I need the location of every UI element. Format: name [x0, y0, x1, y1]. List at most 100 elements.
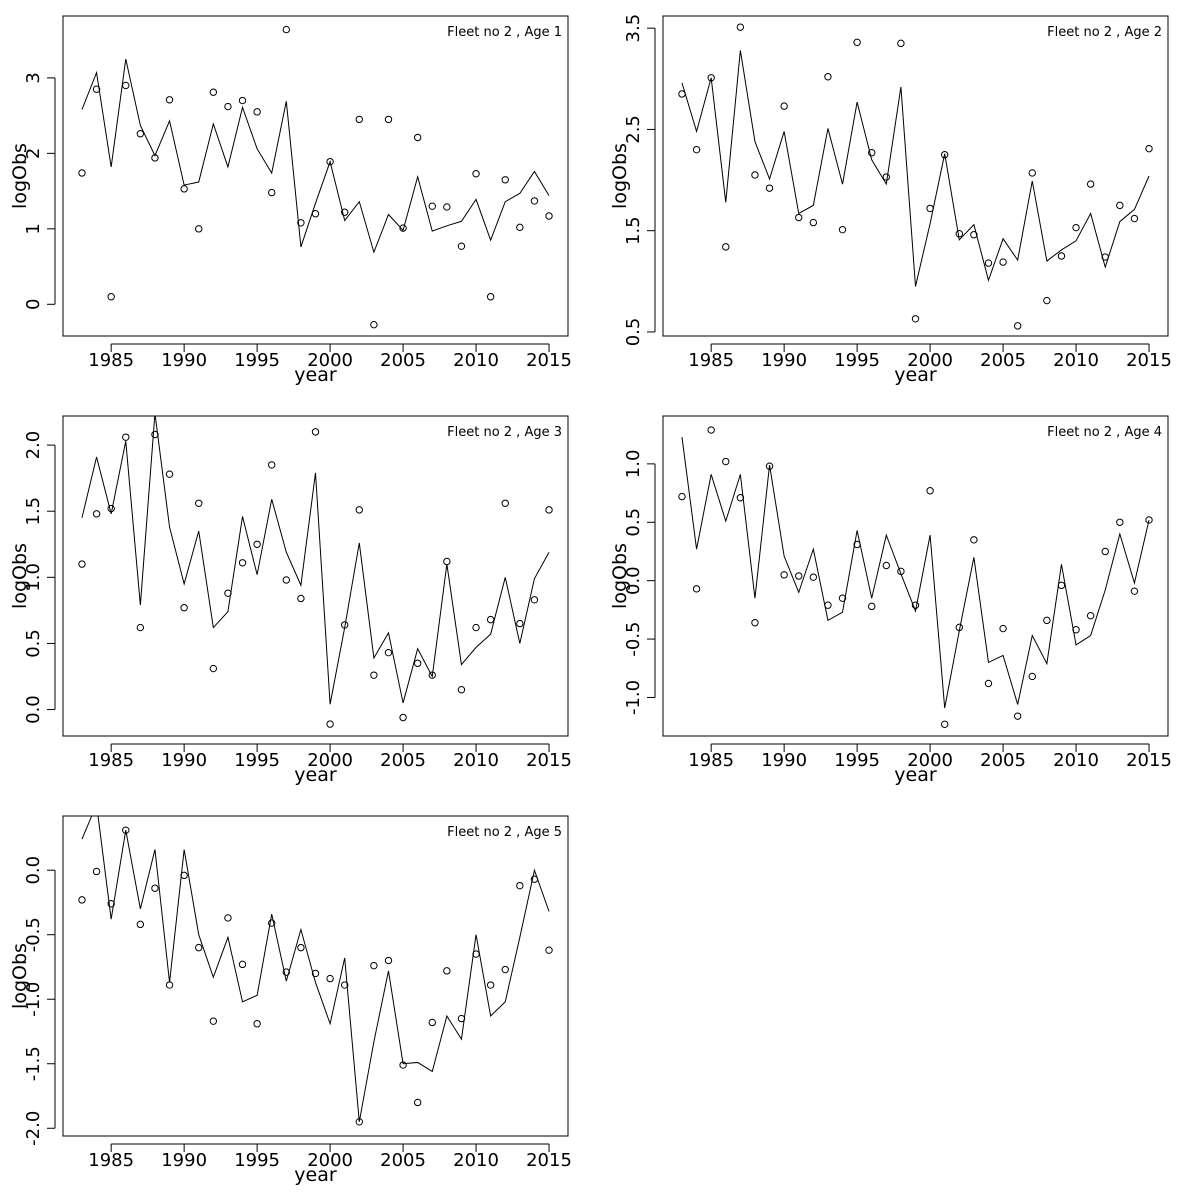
observation-point — [209, 88, 218, 96]
observation-point — [1145, 516, 1153, 524]
observation-point — [195, 943, 203, 952]
observation-point — [970, 231, 978, 239]
x-tick-label: 2010 — [1053, 750, 1099, 771]
x-tick-label: 1995 — [834, 350, 880, 371]
x-tick-label: 1985 — [88, 1150, 134, 1171]
observation-point — [516, 619, 524, 628]
observation-point — [1130, 214, 1139, 223]
observation-point — [970, 536, 978, 544]
observation-point — [882, 561, 891, 570]
observation-point — [78, 560, 86, 568]
observation-point — [224, 102, 232, 111]
y-tick-label: 1.5 — [23, 497, 44, 526]
x-tick-label: 2010 — [453, 350, 499, 371]
x-tick-label: 2015 — [1126, 350, 1172, 371]
observation-point — [486, 615, 495, 624]
plot-frame — [62, 415, 569, 737]
observation-point — [1043, 616, 1051, 625]
observation-point — [1072, 223, 1080, 232]
x-tick-label: 1995 — [234, 350, 280, 371]
x-tick-label: 1990 — [161, 1150, 207, 1171]
y-axis-title: logObs — [609, 143, 631, 209]
x-tick-label: 2015 — [526, 1150, 572, 1171]
observation-point — [355, 506, 363, 514]
y-tick-label: -0.5 — [623, 622, 644, 657]
observation-point — [92, 85, 101, 93]
y-tick-label: 1.0 — [623, 450, 644, 479]
observation-point — [92, 867, 101, 876]
observation-point — [355, 115, 363, 124]
observation-point — [736, 23, 745, 31]
panel-title: Fleet no 2 , Age 3 — [447, 425, 562, 440]
observation-point — [136, 920, 145, 929]
observation-point — [545, 212, 553, 220]
observation-point — [1086, 180, 1095, 188]
observation-point — [516, 881, 524, 890]
observation-point — [253, 108, 261, 116]
observation-point — [443, 967, 451, 975]
x-tick-label: 2015 — [526, 350, 572, 371]
observation-point — [180, 604, 188, 612]
y-axis-title: logObs — [9, 543, 31, 609]
x-tick-label: 2005 — [380, 350, 426, 371]
y-axis-title: logObs — [9, 943, 31, 1009]
observation-point — [707, 426, 715, 434]
observation-point — [722, 457, 730, 466]
x-tick-label: 1990 — [161, 350, 207, 371]
observation-point — [984, 679, 993, 688]
data-layer — [78, 816, 553, 1126]
observation-point — [428, 1018, 436, 1027]
observation-point — [428, 202, 436, 210]
observation-point — [370, 320, 378, 329]
observation-point — [472, 623, 480, 632]
observation-point — [501, 176, 509, 184]
observation-point — [195, 225, 203, 233]
fitted-line — [81, 416, 550, 705]
observation-point — [692, 585, 701, 593]
y-axis-title: logObs — [9, 143, 31, 209]
observation-point — [384, 648, 393, 657]
y-tick-label: -2.0 — [23, 1111, 44, 1146]
x-tick-label: 2010 — [453, 750, 499, 771]
x-tick-label: 1995 — [234, 750, 280, 771]
panel-title: Fleet no 2 , Age 4 — [1047, 425, 1162, 440]
x-tick-label: 1985 — [688, 350, 734, 371]
data-layer — [78, 416, 553, 728]
observation-point — [209, 1017, 218, 1025]
observation-point — [516, 223, 524, 232]
observation-point — [107, 900, 115, 908]
y-tick-label: 1.5 — [623, 216, 644, 245]
observation-point — [999, 624, 1007, 633]
chart-panel-5: 1985 1990 1995 2000 2005 2010 2015 -2.0 -1.5 -1.0… — [9, 815, 572, 1186]
plot-frame — [662, 415, 1169, 737]
observation-point — [136, 130, 145, 138]
x-tick-label: 2000 — [307, 350, 353, 371]
observation-point — [238, 96, 247, 105]
y-tick-label: -0.5 — [23, 917, 44, 952]
x-tick-label: 2015 — [1126, 750, 1172, 771]
observation-point — [486, 981, 495, 989]
observation-point — [911, 315, 920, 323]
observation-point — [326, 157, 334, 166]
observation-point — [1013, 712, 1022, 720]
observation-point — [443, 557, 451, 566]
y-tick-label: 3 — [23, 72, 44, 83]
x-axis-title: year — [294, 1164, 337, 1186]
panel-title: Fleet no 2 , Age 2 — [1047, 25, 1162, 40]
data-layer — [678, 426, 1153, 729]
x-axis-title: year — [294, 764, 337, 786]
observation-point — [180, 185, 188, 193]
fitted-line — [81, 58, 550, 254]
chart-panel-2: 1985 1990 1995 2000 2005 2010 2015 0.5 1.5 2.5 3.5… — [609, 14, 1172, 386]
chart-panel-1: 1985 1990 1995 2000 2005 2010 2015 0 1 2 3 year logO… — [9, 15, 572, 386]
y-tick-label: 0.5 — [623, 508, 644, 537]
observation-point — [370, 671, 378, 679]
y-tick-label: 0 — [23, 299, 44, 310]
observation-point — [882, 173, 891, 181]
observation-point — [311, 210, 320, 218]
x-tick-label: 1985 — [88, 350, 134, 371]
observation-point — [1145, 144, 1153, 153]
observation-point — [751, 171, 759, 179]
observation-point — [868, 149, 876, 157]
observation-point — [209, 664, 218, 673]
